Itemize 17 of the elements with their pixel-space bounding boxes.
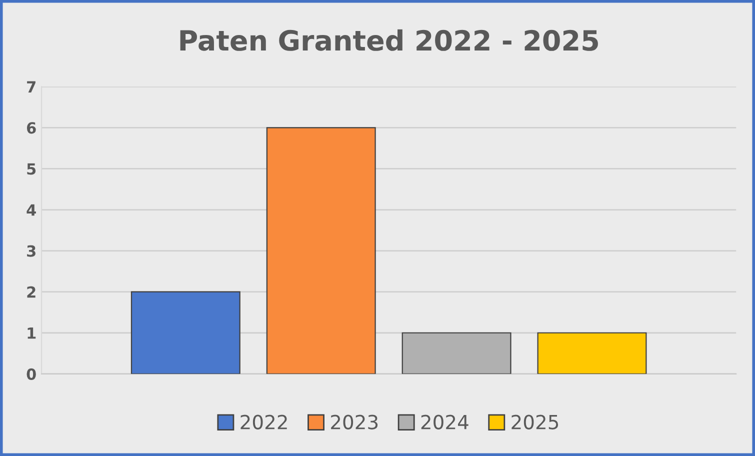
y-tick-label: 2 — [27, 286, 36, 298]
bar — [266, 127, 376, 374]
bar — [402, 332, 512, 374]
legend-label: 2022 — [240, 414, 287, 430]
y-tick-label: 1 — [28, 328, 36, 339]
y-tick-label: 0 — [26, 368, 36, 380]
y-tick-label: 5 — [27, 163, 36, 175]
y-tick-label: 4 — [26, 204, 36, 216]
legend-label: 2025 — [512, 414, 558, 430]
y-tick-label: 3 — [27, 245, 36, 257]
chart-title: Paten Granted 2022 - 2025 — [180, 29, 598, 51]
legend-label: 2024 — [421, 414, 468, 430]
bar — [130, 291, 240, 374]
legend-label: 2023 — [331, 414, 378, 430]
y-tick-label: 7 — [27, 81, 36, 92]
bar — [537, 332, 647, 374]
y-tick-label: 6 — [26, 122, 36, 134]
